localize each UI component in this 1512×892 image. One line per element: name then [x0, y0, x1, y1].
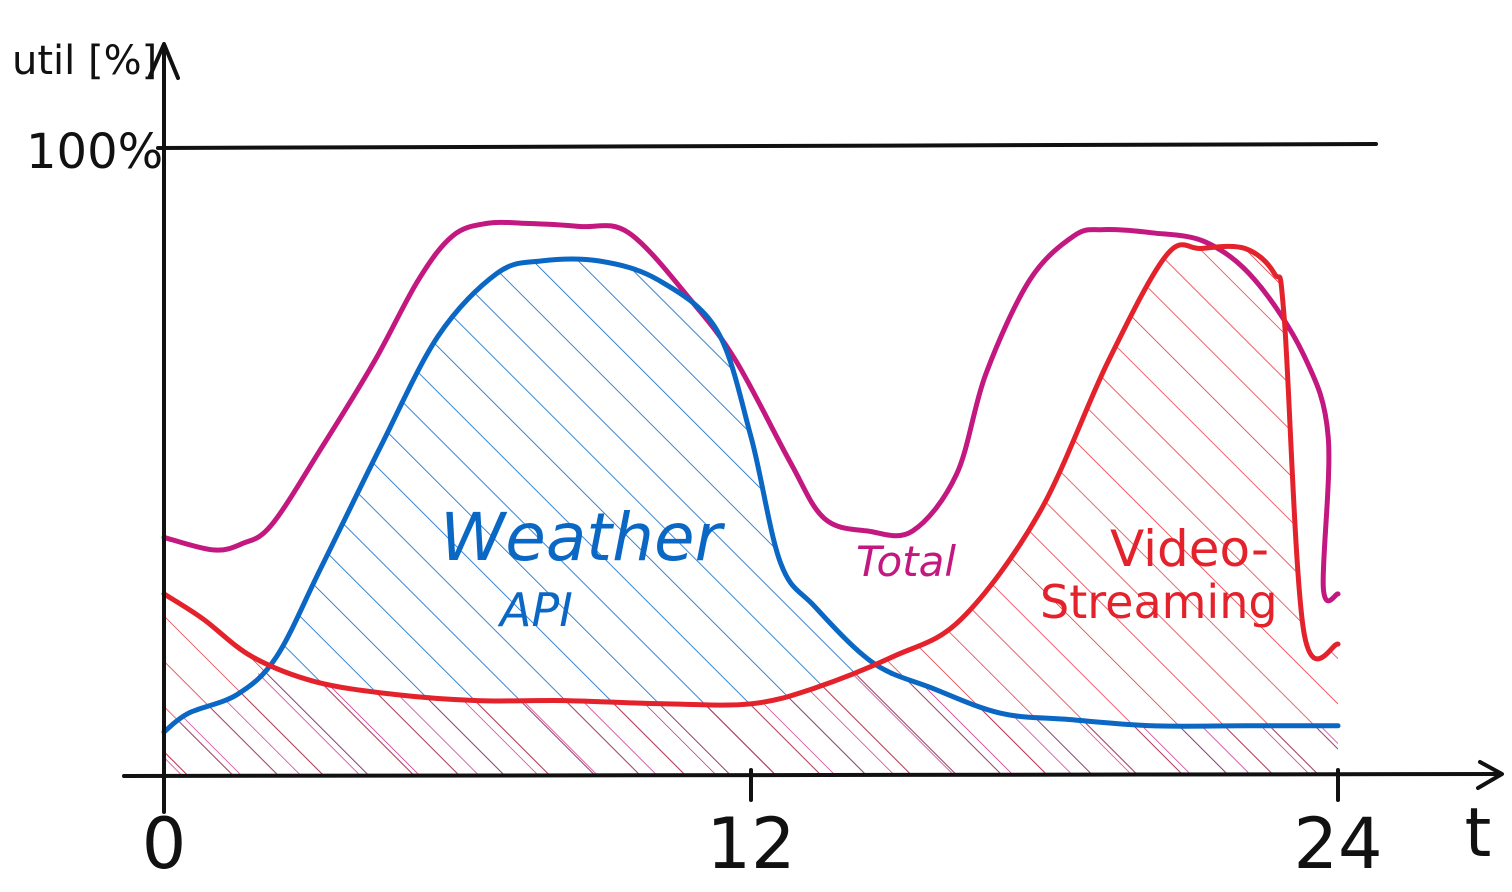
video-streaming-hatch-area: [164, 244, 1338, 777]
series-line-video-streaming: [161, 242, 1341, 708]
x-tick-label: 24: [1293, 803, 1382, 885]
x-tick-label: 0: [142, 803, 187, 885]
annotation-streaming: Streaming: [1040, 575, 1278, 629]
annotation-total: Total: [856, 537, 956, 586]
y-axis-label: util [%]: [12, 38, 157, 84]
chart-labels: util [%] 100% t Weather API Total Video-…: [12, 38, 1491, 873]
x-axis-label: t: [1465, 794, 1492, 873]
annotation-weather: Weather: [440, 499, 726, 576]
series-line-total: [161, 219, 1341, 604]
x-tick-label: 12: [706, 803, 795, 885]
series-lines: [161, 219, 1341, 735]
axes: 0 12 24: [122, 42, 1504, 885]
hatched-areas: [164, 244, 1338, 777]
annotation-video: Video-: [1110, 520, 1269, 578]
x-axis: [122, 772, 1502, 778]
x-axis-arrowhead: [1476, 760, 1504, 790]
hundred-percent-label: 100%: [26, 124, 163, 180]
y-axis-arrowhead: [148, 42, 180, 80]
x-ticks: 0 12 24: [142, 768, 1383, 885]
annotation-api: API: [497, 583, 573, 637]
hundred-percent-line: [156, 142, 1378, 150]
weather-api-hatch-area: [164, 259, 1338, 776]
series-line-weather-api: [161, 256, 1341, 735]
